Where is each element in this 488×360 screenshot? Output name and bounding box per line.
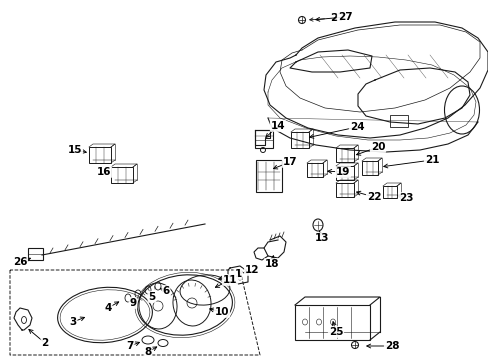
Bar (254, 130, 272, 148)
Text: 20: 20 (370, 142, 385, 152)
Text: 2: 2 (41, 338, 48, 348)
Text: 10: 10 (214, 307, 229, 317)
Text: 12: 12 (244, 265, 259, 275)
Text: 4: 4 (104, 303, 111, 313)
Bar (306, 163, 323, 177)
Text: 9: 9 (129, 298, 136, 308)
Text: 6: 6 (162, 286, 169, 296)
Text: 18: 18 (264, 259, 279, 269)
Text: 26: 26 (13, 257, 27, 267)
Bar (361, 161, 377, 175)
Bar (335, 148, 353, 162)
Text: 3: 3 (69, 317, 77, 327)
Text: 21: 21 (424, 155, 438, 165)
Bar (256, 160, 282, 192)
Text: 22: 22 (366, 192, 381, 202)
Text: 24: 24 (349, 122, 364, 132)
Text: 16: 16 (97, 167, 111, 177)
Bar (28, 248, 43, 260)
Text: 8: 8 (144, 347, 151, 357)
Bar (335, 166, 353, 180)
Text: 19: 19 (335, 167, 349, 177)
Bar (335, 183, 353, 197)
Bar (382, 186, 396, 198)
Text: 11: 11 (223, 275, 237, 285)
Bar (89, 147, 111, 163)
Bar (290, 132, 308, 148)
Text: 1: 1 (234, 269, 241, 279)
Bar (294, 305, 369, 340)
Text: 7: 7 (126, 341, 133, 351)
Text: 15: 15 (68, 145, 82, 155)
Bar (389, 115, 407, 127)
Text: 23: 23 (398, 193, 412, 203)
Text: 28: 28 (384, 341, 398, 351)
Text: 27: 27 (309, 13, 345, 23)
Bar (111, 167, 133, 183)
Text: 27: 27 (337, 12, 351, 22)
Text: 14: 14 (270, 121, 285, 131)
Text: 25: 25 (328, 327, 343, 337)
Text: 17: 17 (282, 157, 297, 167)
Text: 13: 13 (314, 233, 328, 243)
Text: 5: 5 (148, 292, 155, 302)
